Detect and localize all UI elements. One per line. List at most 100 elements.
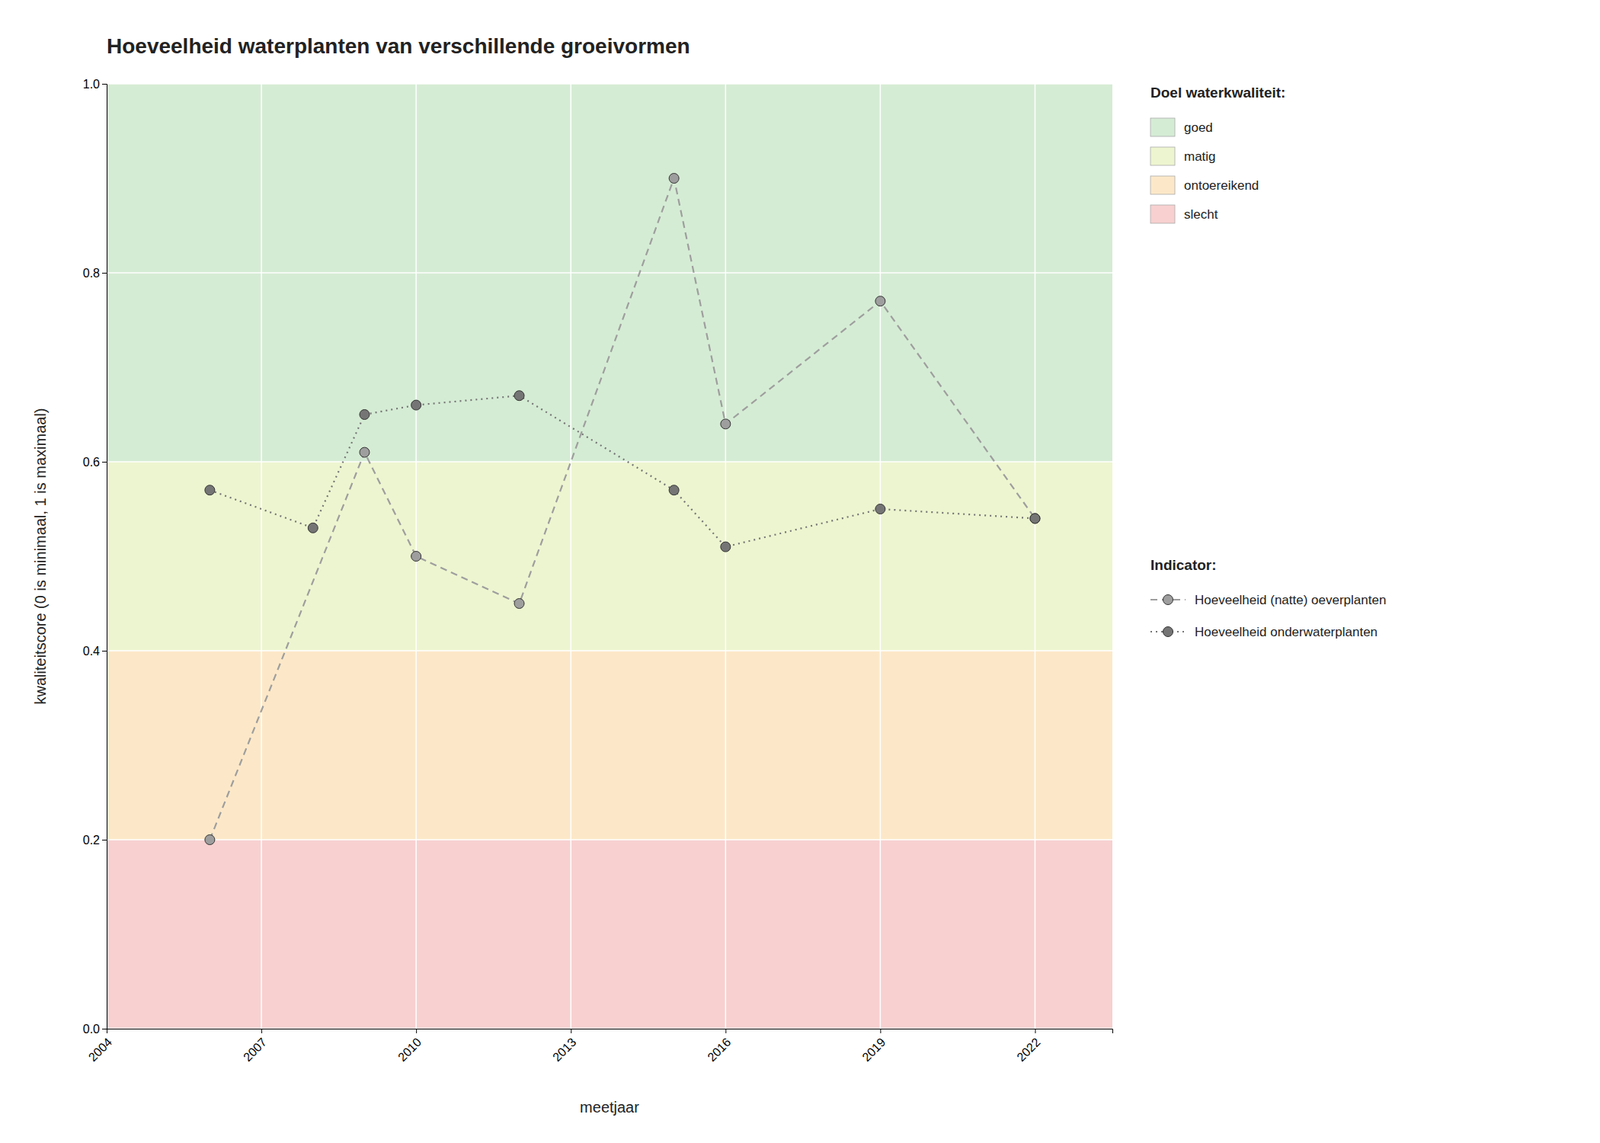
tick: 2019: [859, 1028, 888, 1064]
grid-line: [880, 83, 882, 1029]
tick-mark: [102, 272, 107, 274]
tick-label: 2010: [395, 1035, 424, 1064]
legend-label: slecht: [1184, 207, 1219, 222]
tick-mark: [102, 650, 107, 652]
grid-line: [569, 83, 572, 1029]
tick: 0.2: [83, 833, 107, 847]
legend-item: matig: [1150, 147, 1216, 166]
grid-line: [106, 649, 1113, 652]
legend-item: Hoeveelheid onderwaterplanten: [1150, 624, 1378, 640]
legend-item: slecht: [1150, 204, 1219, 224]
point: [668, 485, 679, 496]
tick-mark: [102, 461, 107, 463]
tick-label: 2004: [86, 1035, 115, 1064]
legend-label: Hoeveelheid (natte) oeverplanten: [1194, 592, 1386, 608]
band: [106, 650, 1113, 840]
tick-label: 0.2: [83, 833, 100, 847]
grid-line: [106, 83, 1113, 85]
legend-label: ontoereikend: [1184, 178, 1259, 193]
series-group: [204, 173, 1040, 845]
point: [359, 447, 370, 458]
point: [668, 173, 679, 184]
plot: 2004 2007 2010 2013 2016 2019 2022 0.0 0.2 0.4 0.6…: [83, 77, 1114, 1064]
axis-line: [102, 84, 108, 1030]
tick: 2007: [240, 1028, 269, 1064]
grid-line: [106, 460, 1113, 463]
tick: 0.6: [83, 455, 107, 469]
tick: 2010: [395, 1028, 424, 1064]
legend-swatch: [1150, 176, 1175, 195]
tick: 0.0: [83, 1022, 107, 1036]
grid-line: [260, 83, 263, 1029]
chart: 2004 2007 2010 2013 2016 2019 2022 0.0 0.2 0.4 0.6…: [0, 0, 1600, 1143]
axis-line: [107, 1029, 1114, 1034]
tick-label: 2007: [240, 1035, 269, 1064]
legend-title: Doel waterkwaliteit:: [1150, 84, 1286, 101]
grid-line: [106, 1027, 1113, 1029]
tick-mark: [416, 1028, 417, 1034]
point: [204, 485, 215, 496]
x-axis: 2004 2007 2010 2013 2016 2019 2022: [86, 1028, 1114, 1064]
point: [514, 598, 525, 609]
point: [875, 504, 886, 515]
tick: 2016: [704, 1028, 733, 1064]
point: [411, 551, 422, 562]
tick-label: 0.6: [83, 455, 100, 469]
legend-label: Hoeveelheid onderwaterplanten: [1194, 624, 1378, 640]
point: [875, 296, 886, 307]
band: [106, 839, 1113, 1029]
tick: 2013: [550, 1028, 579, 1064]
bands: [106, 83, 1113, 1029]
tick: 1.0: [83, 77, 107, 91]
point: [720, 419, 731, 429]
tick-mark: [102, 1028, 107, 1030]
point: [411, 400, 422, 410]
point: [307, 522, 318, 533]
band: [106, 461, 1113, 651]
x-axis-title: meetjaar: [579, 1098, 640, 1116]
tick-mark: [570, 1028, 572, 1034]
legend-label: matig: [1184, 149, 1216, 164]
y-axis: 0.0 0.2 0.4 0.6 0.8 1.0: [83, 77, 108, 1036]
grid-line: [106, 838, 1113, 841]
legend-marker: [1163, 595, 1174, 605]
tick-label: 0.8: [83, 266, 100, 280]
legend-swatch: [1150, 118, 1175, 137]
tick-mark: [880, 1028, 881, 1034]
grid-line: [725, 83, 727, 1029]
tick-label: 1.0: [83, 77, 100, 91]
tick-label: 2019: [859, 1035, 888, 1064]
tick-label: 2013: [550, 1035, 579, 1064]
tick-label: 2016: [704, 1035, 733, 1064]
grid-line: [1034, 83, 1037, 1029]
point: [359, 409, 370, 420]
tick-label: 0.4: [83, 644, 100, 658]
line: [209, 178, 1035, 840]
legend-item: Hoeveelheid (natte) oeverplanten: [1150, 592, 1386, 608]
y-axis-title: kwaliteitscore (0 is minimaal, 1 is maxi…: [32, 408, 49, 705]
tick: 2022: [1014, 1028, 1043, 1064]
title: Hoeveelheid waterplanten van verschillen…: [106, 34, 691, 58]
point: [720, 541, 731, 552]
tick: 0.4: [83, 644, 107, 658]
grid-line: [106, 272, 1113, 274]
point: [1030, 513, 1040, 524]
legend-title: Indicator:: [1150, 556, 1217, 573]
point: [1030, 513, 1040, 524]
point: [204, 835, 215, 845]
band: [106, 83, 1113, 462]
tick-label: 2022: [1014, 1035, 1043, 1064]
legend-marker: [1163, 627, 1174, 637]
legend-item: ontoereikend: [1150, 176, 1259, 195]
legend: Indicator: Hoeveelheid (natte) oeverplant…: [1150, 556, 1386, 640]
line: [209, 395, 1035, 547]
tick-mark: [261, 1028, 263, 1034]
tick-mark: [102, 839, 107, 841]
tick-mark: [1034, 1028, 1036, 1034]
point: [514, 390, 525, 401]
tick-mark: [725, 1028, 727, 1034]
legend-label: goed: [1184, 120, 1213, 135]
legend-swatch: [1150, 204, 1175, 224]
legend-swatch: [1150, 147, 1175, 166]
tick: 0.8: [83, 266, 107, 280]
